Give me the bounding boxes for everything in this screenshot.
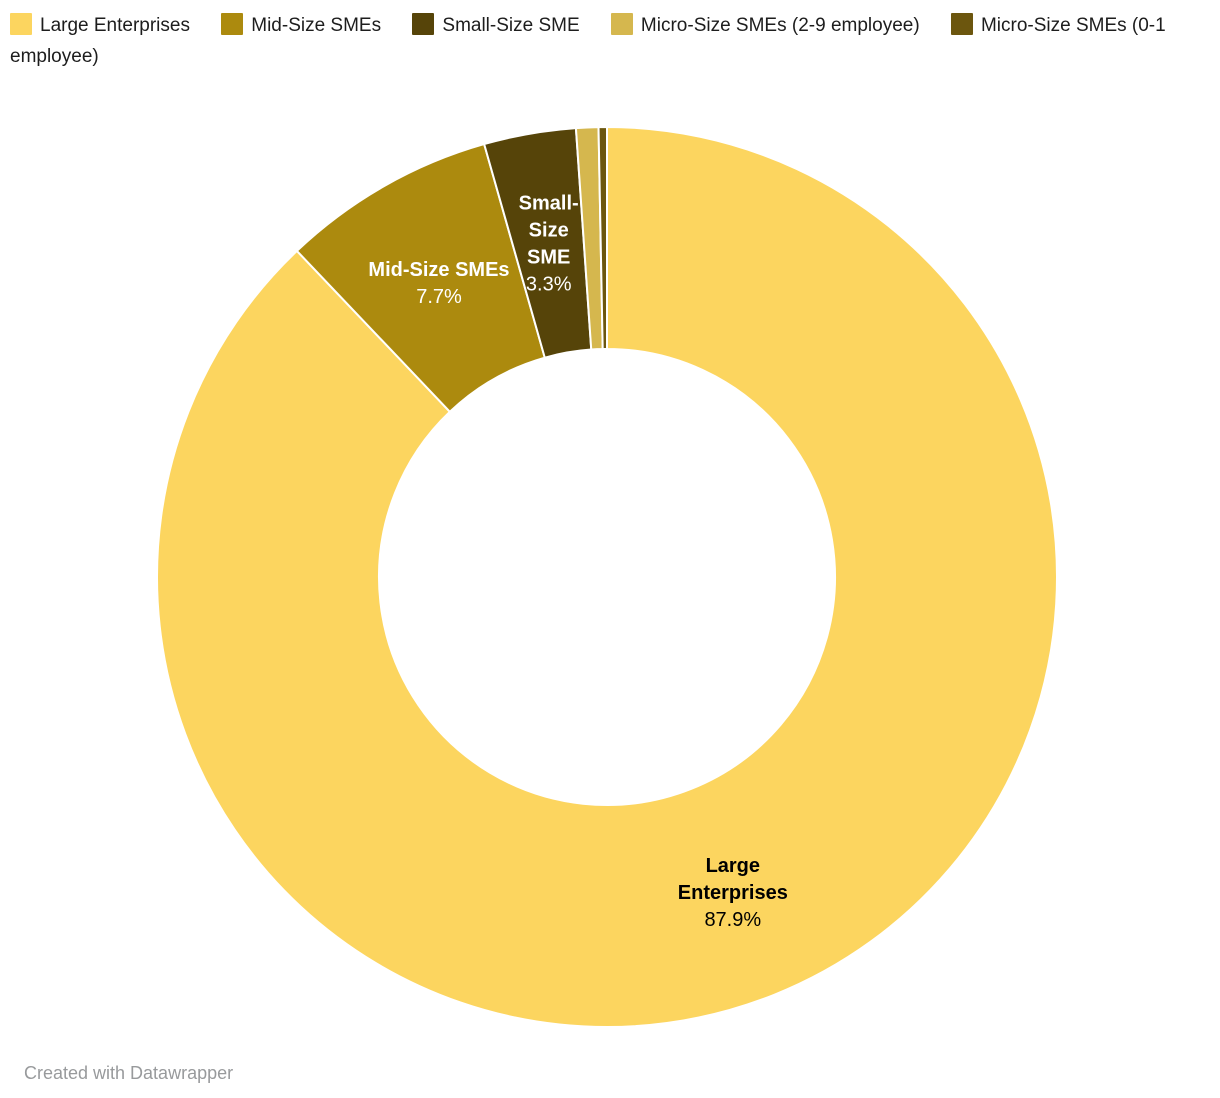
legend-item-micro-smes-0-1: Micro-Size SMEs (0-1 employee): [10, 13, 1166, 68]
datawrapper-credit[interactable]: Created with Datawrapper: [24, 1063, 234, 1083]
slice-label: Small-: [519, 193, 579, 215]
legend-item-mid-size-smes: Mid-Size SMEs: [221, 13, 382, 36]
legend-swatch-mid-size-smes: [221, 13, 244, 35]
chart-legend: Large Enterprises Mid-Size SMEs Small-Si…: [10, 10, 1210, 73]
slice-value-label: 3.3%: [526, 274, 572, 296]
legend-label: Micro-Size SMEs (0-1 employee): [10, 15, 1166, 68]
slice-label: Enterprises: [678, 882, 788, 904]
slice-label: Mid-Size SMEs: [368, 259, 509, 281]
legend-label: Small-Size SME: [442, 15, 580, 36]
slice-label: Large: [706, 855, 760, 877]
legend-swatch-micro-smes-2-9: [610, 13, 633, 35]
legend-swatch-micro-smes-0-1: [950, 13, 973, 35]
slice-value-label: 7.7%: [416, 286, 462, 308]
slice-value-label: 87.9%: [704, 909, 761, 931]
legend-label: Mid-Size SMEs: [251, 15, 382, 36]
slice-label: SME: [527, 247, 570, 269]
pie-slice-4[interactable]: [597, 125, 608, 351]
pie-slice-0[interactable]: [156, 125, 1059, 1028]
slice-label: Size: [529, 220, 569, 242]
legend-item-micro-smes-2-9: Micro-Size SMEs (2-9 employee): [610, 13, 920, 36]
legend-swatch-small-size-sme: [412, 13, 435, 35]
legend-item-small-size-sme: Small-Size SME: [412, 13, 580, 36]
legend-item-large-enterprises: Large Enterprises: [10, 13, 190, 36]
legend-label: Micro-Size SMEs (2-9 employee): [640, 15, 920, 36]
legend-swatch-large-enterprises: [10, 13, 32, 35]
legend-label: Large Enterprises: [40, 15, 190, 36]
